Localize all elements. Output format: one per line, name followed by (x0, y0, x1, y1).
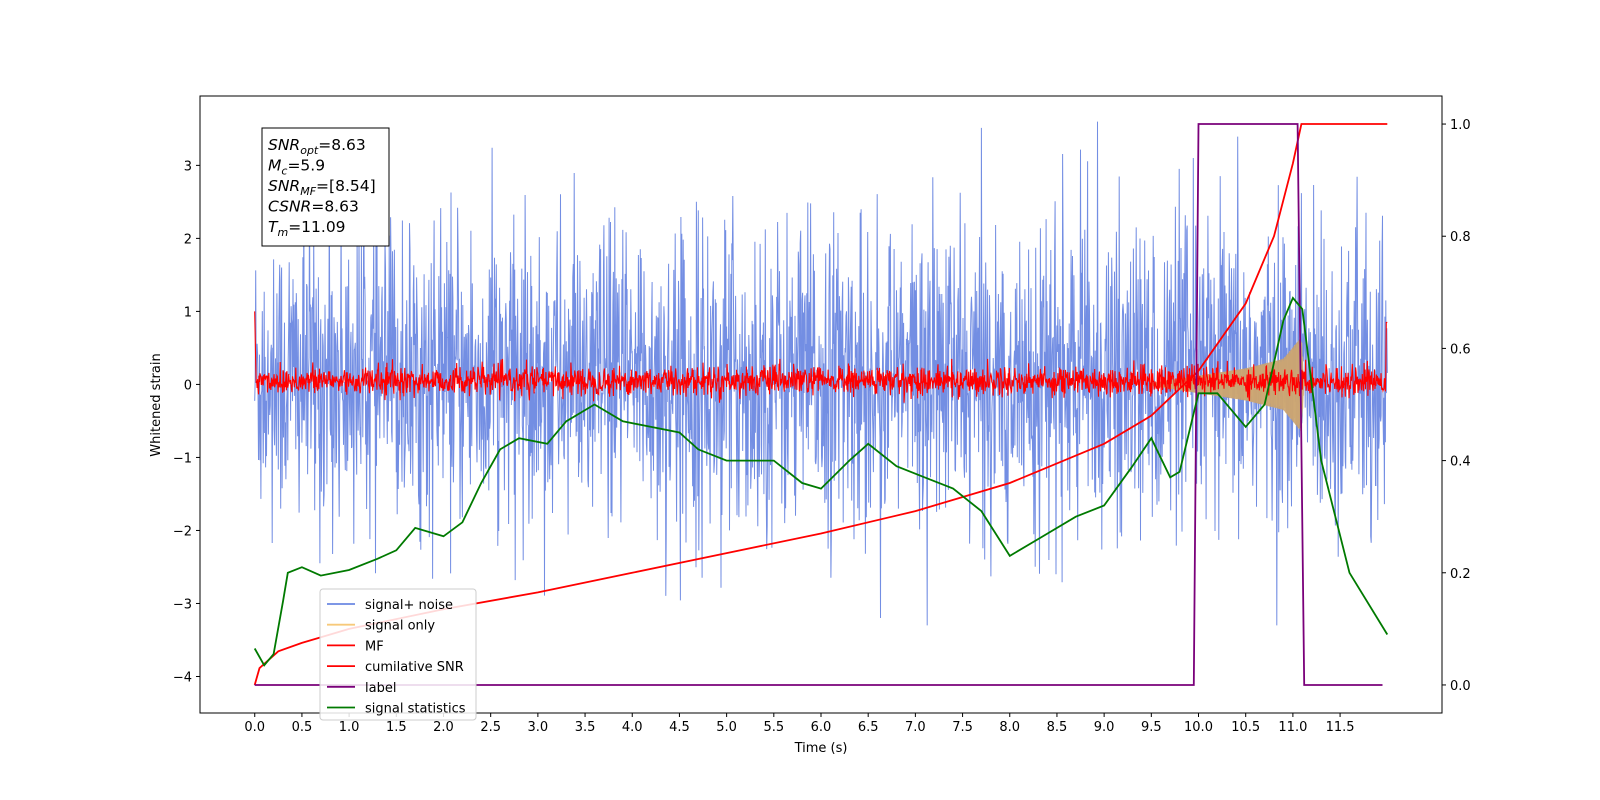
x-tick-label: 11.5 (1326, 720, 1355, 735)
y-tick-label: −2 (173, 524, 192, 539)
y-right-tick-label: 1.0 (1450, 118, 1471, 133)
info-value: =5.9 (287, 157, 325, 175)
x-tick-label: 9.5 (1141, 720, 1162, 735)
y-tick-label: −1 (173, 451, 192, 466)
x-tick-label: 5.5 (763, 720, 784, 735)
info-quantity: SNR (268, 177, 300, 195)
info-quantity: CSNR (268, 198, 311, 216)
info-subscript: opt (300, 144, 319, 157)
info-value: =[8.54] (316, 177, 376, 195)
x-tick-label: 10.5 (1231, 720, 1260, 735)
info-box-line: SNRopt=8.63 (268, 136, 366, 157)
info-quantity: SNR (268, 136, 300, 154)
x-tick-label: 1.0 (339, 720, 360, 735)
y-right-tick-label: 0.0 (1450, 679, 1471, 694)
series-mf-line (254, 311, 1388, 403)
series-signal-statistics-line (253, 296, 1389, 667)
info-quantity: T (268, 218, 279, 236)
info-subscript: MF (300, 185, 316, 198)
info-quantity: M (268, 157, 281, 175)
x-tick-label: 5.0 (716, 720, 737, 735)
legend-frame (319, 588, 477, 721)
legend-label: MF (365, 639, 384, 654)
x-axis: 0.0 0.5 1.0 1.5 2.0 2.5 3.0 3.5 4.0 4.5 5.0 5.5 6.0 6… (244, 713, 1355, 735)
info-box: SNRopt=8.63Mc=5.9SNRMF=[8.54]CSNR=8.63Tm… (261, 127, 390, 247)
info-box-line: SNRMF=[8.54] (268, 177, 376, 198)
legend-label: cumilative SNR (365, 660, 464, 675)
x-tick-label: 3.0 (528, 720, 549, 735)
series-cumilative-snr-line (253, 123, 1388, 686)
x-tick-label: 4.0 (622, 720, 643, 735)
y-tick-label: 3 (184, 159, 192, 174)
x-tick-label: 7.5 (952, 720, 973, 735)
x-axis-label: Time (s) (794, 741, 848, 756)
y-axis-left: −4 −3 −2 −1 0 1 2 3 (173, 159, 200, 685)
info-subscript: c (281, 165, 287, 178)
x-tick-label: 0.0 (244, 720, 265, 735)
legend-label: signal statistics (365, 702, 466, 717)
x-tick-label: 2.0 (433, 720, 454, 735)
y-right-tick-label: 0.4 (1450, 455, 1471, 470)
series-signal-only-envelope (1151, 339, 1305, 430)
legend-label: signal+ noise (365, 598, 453, 613)
x-tick-label: 7.0 (905, 720, 926, 735)
legend: signal+ noise signal only MF cumilative SNR… (319, 588, 477, 721)
y-tick-label: 2 (184, 232, 192, 247)
x-tick-label: 8.0 (999, 720, 1020, 735)
x-tick-label: 9.0 (1094, 720, 1115, 735)
x-tick-label: 10.0 (1184, 720, 1213, 735)
y-axis-right: 0.0 0.2 0.4 0.6 0.8 1.0 (1442, 118, 1471, 694)
x-tick-label: 4.5 (669, 720, 690, 735)
info-box-line: CSNR=8.63 (268, 198, 359, 216)
legend-label: signal only (365, 619, 435, 634)
x-tick-label: 6.5 (858, 720, 879, 735)
info-value: =11.09 (288, 218, 345, 236)
plot-data (253, 121, 1389, 686)
x-tick-label: 1.5 (386, 720, 407, 735)
info-box-line: Tm=11.09 (268, 218, 346, 239)
x-tick-label: 3.5 (575, 720, 596, 735)
x-tick-label: 0.5 (292, 720, 313, 735)
series-label-line (254, 123, 1383, 686)
x-tick-label: 2.5 (480, 720, 501, 735)
y-tick-label: −4 (173, 670, 192, 685)
x-tick-label: 11.0 (1278, 720, 1307, 735)
info-subscript: m (277, 226, 288, 239)
y-right-tick-label: 0.2 (1450, 567, 1471, 582)
y-tick-label: 0 (184, 378, 192, 393)
y-axis-label: Whitened strain (149, 353, 164, 456)
x-tick-label: 6.0 (811, 720, 832, 735)
x-tick-label: 8.5 (1047, 720, 1068, 735)
legend-label: label (365, 681, 396, 696)
info-value: =8.63 (311, 198, 359, 216)
info-box-line: Mc=5.9 (268, 157, 325, 178)
y-right-tick-label: 0.8 (1450, 230, 1471, 245)
info-box-frame (261, 127, 390, 247)
y-tick-label: 1 (184, 305, 192, 320)
y-right-tick-label: 0.6 (1450, 342, 1471, 357)
info-value: =8.63 (318, 136, 366, 154)
y-tick-label: −3 (173, 597, 192, 612)
series-signal-noise-line (254, 121, 1388, 626)
